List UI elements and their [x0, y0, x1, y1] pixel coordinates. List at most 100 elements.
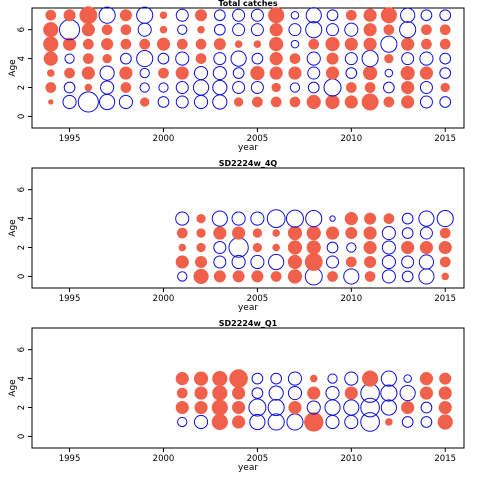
positive-residual-bubble	[251, 270, 264, 283]
positive-residual-bubble	[120, 38, 132, 50]
negative-residual-bubble	[324, 399, 341, 416]
positive-residual-bubble	[101, 24, 113, 36]
chart-panel-2: SD2224w_4Q 1995 2000 2005 2010 2015 0 2 4 6 year Ag…	[8, 159, 465, 313]
negative-residual-bubble	[213, 23, 226, 36]
positive-residual-bubble	[401, 400, 415, 415]
x-axis-label: year	[238, 143, 258, 153]
positive-residual-bubble	[269, 52, 283, 66]
positive-residual-bubble	[82, 53, 94, 64]
negative-residual-bubble	[250, 81, 264, 95]
negative-residual-bubble	[401, 255, 415, 269]
positive-residual-bubble	[441, 272, 450, 281]
positive-residual-bubble	[43, 51, 58, 66]
negative-residual-bubble	[380, 384, 398, 402]
negative-residual-bubble	[212, 65, 227, 81]
positive-residual-bubble	[43, 36, 59, 52]
negative-residual-bubble	[419, 95, 433, 109]
positive-residual-bubble	[175, 255, 189, 269]
positive-residual-bubble	[213, 270, 226, 283]
negative-residual-bubble	[288, 23, 302, 37]
negative-residual-bubble	[345, 67, 358, 79]
negative-residual-bubble	[63, 81, 76, 94]
negative-residual-bubble	[344, 22, 359, 37]
positive-residual-bubble	[211, 399, 228, 416]
negative-residual-bubble	[120, 52, 132, 65]
negative-residual-bubble	[232, 8, 246, 22]
positive-residual-bubble	[437, 414, 453, 430]
positive-residual-bubble	[211, 413, 228, 431]
positive-residual-bubble	[363, 240, 377, 255]
y-tick-label: 0	[17, 434, 27, 439]
positive-residual-bubble	[345, 256, 357, 268]
negative-residual-bubble	[290, 10, 300, 20]
positive-residual-bubble	[63, 9, 76, 22]
negative-residual-bubble	[232, 81, 246, 95]
negative-residual-bubble	[361, 50, 379, 68]
negative-residual-bubble	[192, 79, 210, 96]
positive-residual-bubble	[252, 96, 263, 108]
negative-residual-bubble	[98, 6, 116, 24]
positive-residual-bubble	[102, 53, 112, 64]
positive-residual-bubble	[307, 386, 321, 400]
positive-residual-bubble	[81, 66, 95, 80]
positive-residual-bubble	[195, 9, 208, 22]
negative-residual-bubble	[384, 68, 394, 78]
negative-residual-bubble	[250, 8, 264, 22]
positive-residual-bubble	[327, 271, 338, 282]
positive-residual-bubble	[232, 400, 246, 415]
negative-residual-bubble	[381, 225, 396, 241]
positive-residual-bubble	[325, 66, 340, 80]
negative-residual-bubble	[250, 254, 265, 270]
positive-residual-bubble	[119, 9, 132, 22]
negative-residual-bubble	[230, 50, 247, 67]
positive-residual-bubble	[195, 255, 208, 268]
positive-residual-bubble	[325, 94, 340, 110]
positive-residual-bubble	[194, 386, 208, 400]
chart-title: SD2224w_Q1	[219, 319, 278, 328]
negative-residual-bubble	[326, 9, 339, 22]
positive-residual-bubble	[175, 400, 189, 415]
positive-residual-bubble	[213, 38, 226, 51]
negative-residual-bubble	[346, 242, 357, 253]
positive-residual-bubble	[385, 418, 393, 426]
negative-residual-bubble	[137, 22, 152, 37]
positive-residual-bubble	[326, 52, 339, 65]
positive-residual-bubble	[272, 229, 280, 237]
positive-residual-bubble	[178, 243, 187, 252]
positive-residual-bubble	[287, 225, 303, 241]
y-tick-label: 0	[17, 114, 27, 119]
positive-residual-bubble	[232, 270, 245, 283]
negative-residual-bubble	[325, 385, 340, 401]
positive-residual-bubble	[363, 37, 377, 51]
positive-residual-bubble	[252, 242, 263, 253]
positive-residual-bubble	[176, 387, 188, 399]
positive-residual-bubble	[175, 372, 189, 386]
positive-residual-bubble	[119, 66, 133, 80]
negative-residual-bubble	[99, 93, 116, 111]
positive-residual-bubble	[233, 97, 244, 107]
x-tick-label: 2000	[153, 134, 175, 144]
negative-residual-bubble	[175, 211, 190, 226]
negative-residual-bubble	[381, 269, 396, 284]
positive-residual-bubble	[250, 65, 265, 81]
positive-residual-bubble	[271, 82, 281, 93]
negative-residual-bubble	[381, 240, 396, 255]
positive-residual-bubble	[344, 386, 358, 400]
plot-frame	[31, 327, 465, 449]
x-axis-label: year	[238, 303, 258, 313]
negative-residual-bubble	[251, 52, 264, 65]
positive-residual-bubble	[344, 37, 358, 51]
positive-residual-bubble	[306, 240, 321, 255]
positive-residual-bubble	[306, 94, 321, 110]
positive-residual-bubble	[176, 38, 188, 50]
positive-residual-bubble	[363, 8, 377, 22]
negative-residual-bubble	[157, 52, 170, 65]
negative-residual-bubble	[382, 81, 395, 94]
positive-residual-bubble	[364, 271, 376, 282]
positive-residual-bubble	[45, 82, 57, 93]
negative-residual-bubble	[285, 209, 304, 228]
positive-residual-bubble	[158, 67, 169, 79]
negative-residual-bubble	[305, 210, 323, 228]
positive-residual-bubble	[439, 256, 451, 268]
x-tick-label: 2000	[153, 294, 175, 304]
